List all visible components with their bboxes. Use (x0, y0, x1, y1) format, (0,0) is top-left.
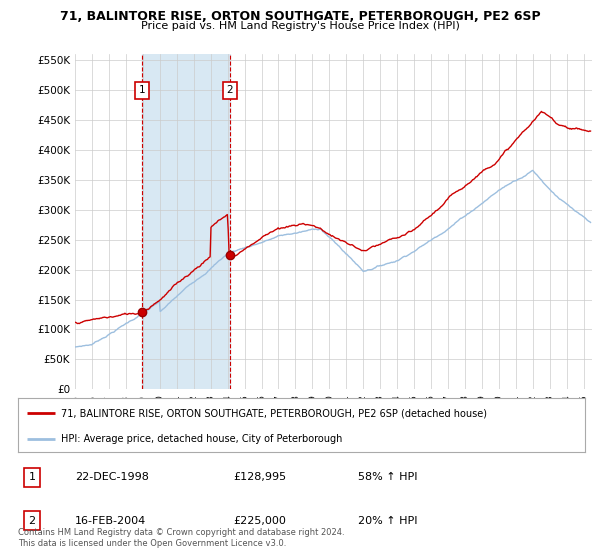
Text: £225,000: £225,000 (233, 516, 286, 526)
Text: 71, BALINTORE RISE, ORTON SOUTHGATE, PETERBOROUGH, PE2 6SP (detached house): 71, BALINTORE RISE, ORTON SOUTHGATE, PET… (61, 408, 487, 418)
Bar (142, 54, 230, 389)
Text: 16-FEB-2004: 16-FEB-2004 (75, 516, 146, 526)
Text: 71, BALINTORE RISE, ORTON SOUTHGATE, PETERBOROUGH, PE2 6SP: 71, BALINTORE RISE, ORTON SOUTHGATE, PET… (59, 10, 541, 23)
Text: 1: 1 (139, 85, 146, 95)
Text: £128,995: £128,995 (233, 473, 287, 482)
Text: 22-DEC-1998: 22-DEC-1998 (75, 473, 149, 482)
Text: 2: 2 (226, 85, 233, 95)
Text: HPI: Average price, detached house, City of Peterborough: HPI: Average price, detached house, City… (61, 433, 342, 444)
Text: 1: 1 (29, 473, 35, 482)
Text: 20% ↑ HPI: 20% ↑ HPI (358, 516, 418, 526)
Text: Contains HM Land Registry data © Crown copyright and database right 2024.
This d: Contains HM Land Registry data © Crown c… (18, 528, 344, 548)
Text: 2: 2 (29, 516, 36, 526)
Text: Price paid vs. HM Land Registry's House Price Index (HPI): Price paid vs. HM Land Registry's House … (140, 21, 460, 31)
Text: 58% ↑ HPI: 58% ↑ HPI (358, 473, 418, 482)
